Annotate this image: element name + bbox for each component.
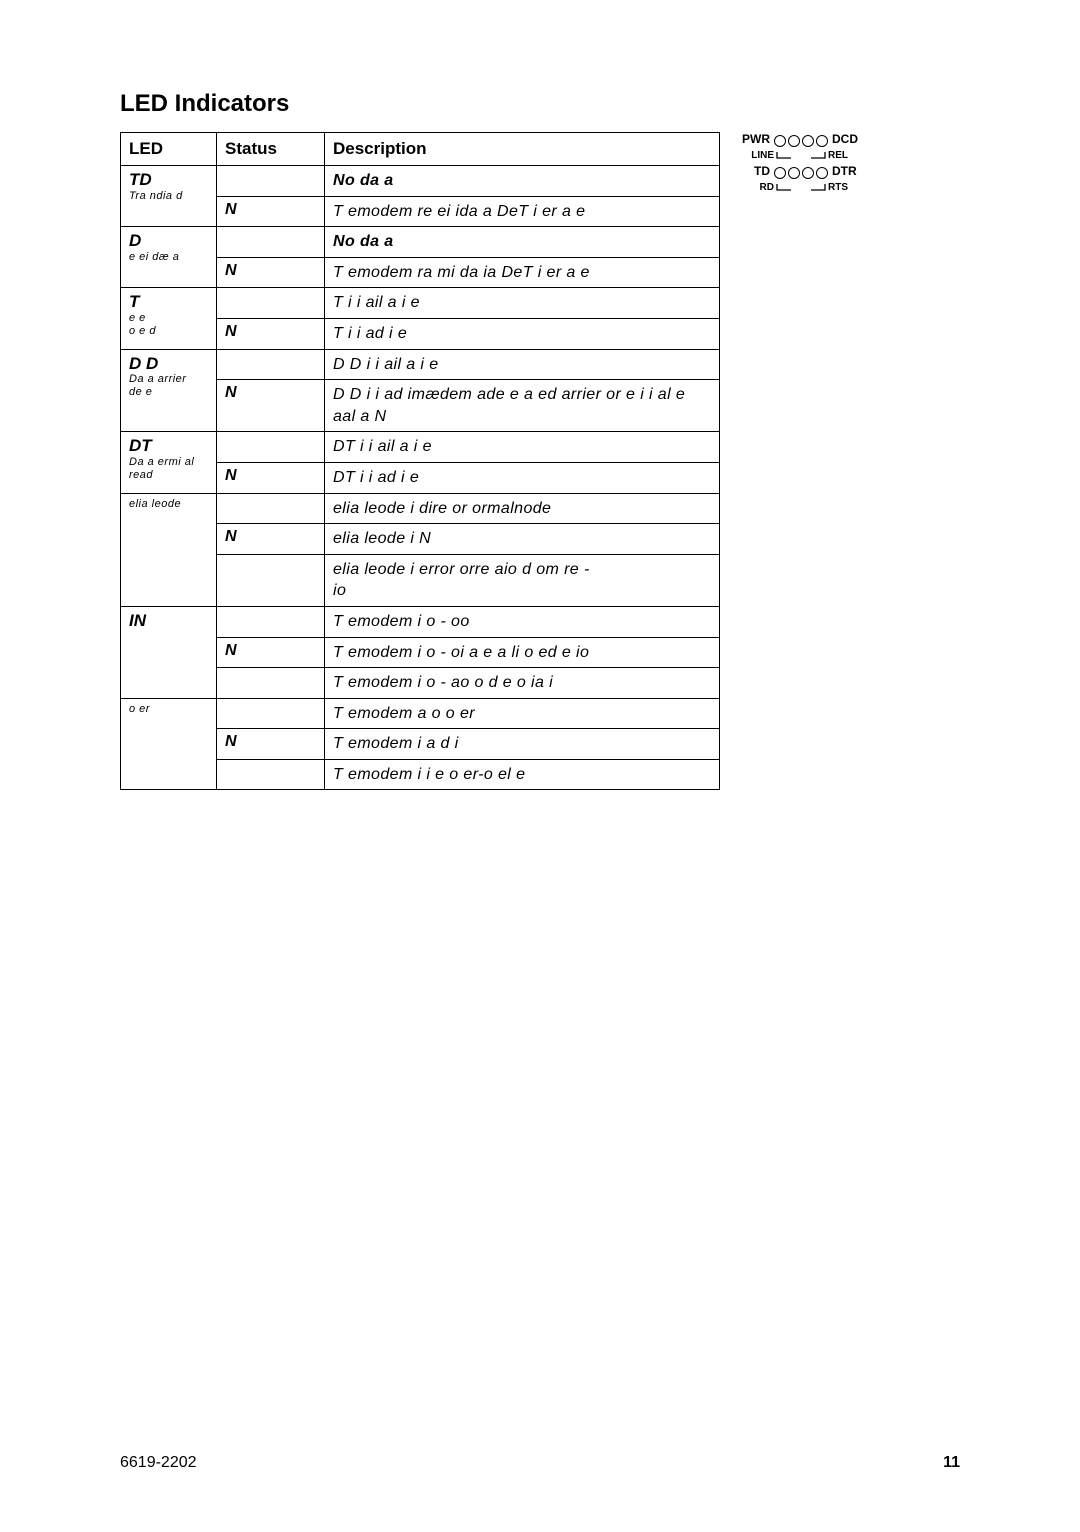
desc-cell: T emodem i o - oi a e a li o ed e io <box>325 637 720 668</box>
led-cell: TDTra ndia d <box>121 166 217 227</box>
desc-cell: T emodem re ei ida a DeT i er a e <box>325 196 720 227</box>
diagram-label-rts: RTS <box>828 182 848 193</box>
table-row: DTDa a ermi al readDT i i ail a i e <box>121 432 720 463</box>
led-cell: De ei dæ a <box>121 227 217 288</box>
status-cell <box>217 606 325 637</box>
desc-cell: T emodem i a d i <box>325 729 720 760</box>
led-name: TD <box>129 170 210 190</box>
table-row: De ei dæ aNo da a <box>121 227 720 258</box>
led-cell: DTDa a ermi al read <box>121 432 217 493</box>
led-subtitle: Da a arrier de e <box>129 373 210 398</box>
led-name: D D <box>129 354 210 374</box>
status-cell: N <box>217 318 325 349</box>
col-status: Status <box>217 133 325 166</box>
desc-cell: T emodem i i e o er-o el e <box>325 759 720 790</box>
led-subtitle: e ei dæ a <box>129 251 210 264</box>
col-led: LED <box>121 133 217 166</box>
status-cell: N <box>217 729 325 760</box>
status-cell <box>217 668 325 699</box>
led-diagram: PWR DCD LINE REL TD DTR RD <box>736 132 866 196</box>
desc-cell: elia leode i error orre aio d om re - io <box>325 554 720 606</box>
status-cell: N <box>217 257 325 288</box>
desc-cell: T emodem a o o er <box>325 698 720 729</box>
led-subtitle: Tra ndia d <box>129 190 210 203</box>
status-cell <box>217 493 325 524</box>
desc-cell: T i i ad i e <box>325 318 720 349</box>
desc-cell: elia leode i dire or ormalnode <box>325 493 720 524</box>
desc-cell: D D i i ail a i e <box>325 349 720 380</box>
table-row: elia leode elia leode i dire or ormalnode <box>121 493 720 524</box>
desc-cell: DT i i ad i e <box>325 462 720 493</box>
status-cell <box>217 554 325 606</box>
table-row: D DDa a arrier de eD D i i ail a i e <box>121 349 720 380</box>
desc-cell: elia leode i N <box>325 524 720 555</box>
status-cell <box>217 227 325 258</box>
footer-pagenum: 11 <box>943 1454 960 1472</box>
page-footer: 6619-2202 11 <box>120 1454 960 1472</box>
status-cell <box>217 349 325 380</box>
status-cell <box>217 698 325 729</box>
desc-cell: T i i ail a i e <box>325 288 720 319</box>
col-desc: Description <box>325 133 720 166</box>
desc-cell: No da a <box>325 166 720 197</box>
desc-cell: No da a <box>325 227 720 258</box>
diagram-label-rel: REL <box>828 150 848 161</box>
table-row: Te e o e dT i i ail a i e <box>121 288 720 319</box>
led-subtitle: elia leode <box>129 498 210 511</box>
led-subtitle: Da a ermi al read <box>129 456 210 481</box>
led-subtitle: e e o e d <box>129 312 210 337</box>
table-row: o er T emodem a o o er <box>121 698 720 729</box>
status-cell <box>217 432 325 463</box>
table-header-row: LED Status Description <box>121 133 720 166</box>
desc-cell: DT i i ail a i e <box>325 432 720 463</box>
led-cell: o er <box>121 698 217 790</box>
diagram-label-rd: RD <box>760 182 774 193</box>
led-name: IN <box>129 611 210 631</box>
diagram-label-line: LINE <box>751 150 774 161</box>
desc-cell: D D i i ad imædem ade e a ed arrier or e… <box>325 380 720 432</box>
section-heading: LED Indicators <box>120 90 960 118</box>
status-cell: N <box>217 196 325 227</box>
diagram-label-td: TD <box>754 164 770 178</box>
diagram-label-pwr: PWR <box>742 132 770 146</box>
led-subtitle: o er <box>129 703 210 716</box>
led-cell: Te e o e d <box>121 288 217 349</box>
status-cell: N <box>217 637 325 668</box>
desc-cell: T emodem ra mi da ia DeT i er a e <box>325 257 720 288</box>
status-cell <box>217 759 325 790</box>
status-cell <box>217 288 325 319</box>
led-table: LED Status Description TDTra ndia dNo da… <box>120 132 720 790</box>
table-row: TDTra ndia dNo da a <box>121 166 720 197</box>
table-row: IN T emodem i o - oo <box>121 606 720 637</box>
status-cell <box>217 166 325 197</box>
status-cell: N <box>217 462 325 493</box>
diagram-label-dtr: DTR <box>832 164 857 178</box>
status-cell: N <box>217 380 325 432</box>
led-name: T <box>129 292 210 312</box>
led-name: D <box>129 231 210 251</box>
led-name: DT <box>129 436 210 456</box>
status-cell: N <box>217 524 325 555</box>
desc-cell: T emodem i o - ao o d e o ia i <box>325 668 720 699</box>
led-cell: D DDa a arrier de e <box>121 349 217 432</box>
desc-cell: T emodem i o - oo <box>325 606 720 637</box>
footer-docnum: 6619-2202 <box>120 1454 197 1472</box>
led-cell: elia leode <box>121 493 217 606</box>
led-cell: IN <box>121 606 217 698</box>
diagram-label-dcd: DCD <box>832 132 858 146</box>
